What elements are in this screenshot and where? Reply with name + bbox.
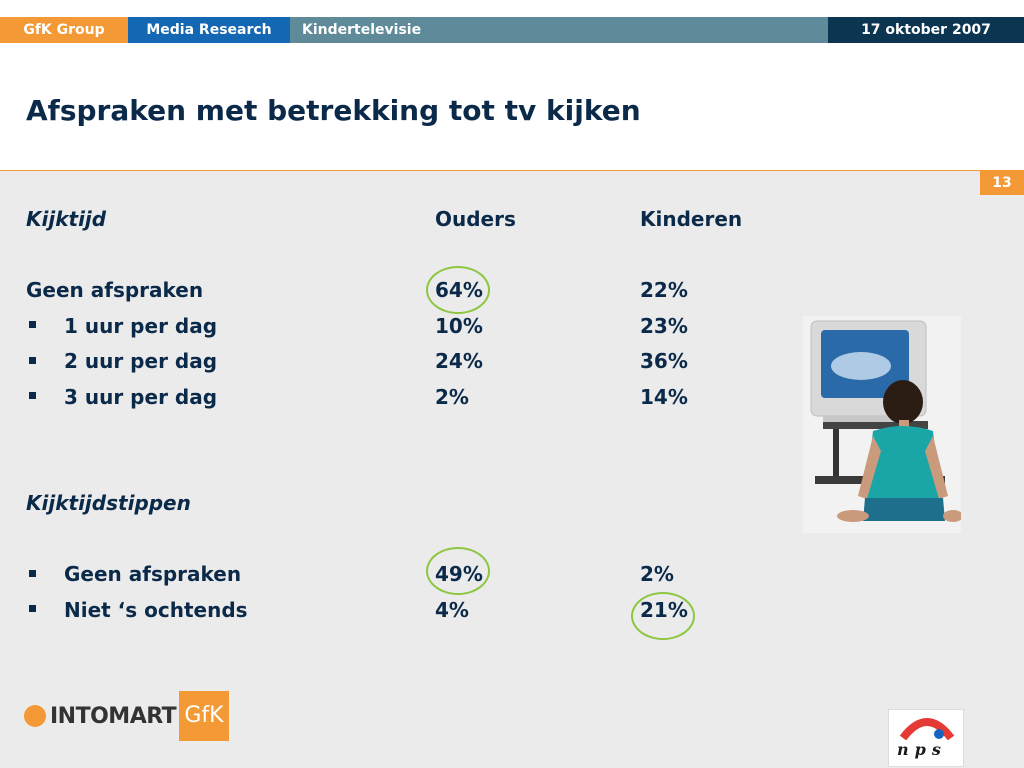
kinderen-value: 23% bbox=[640, 314, 688, 338]
bullet-icon bbox=[29, 392, 36, 399]
title-area: Afspraken met betrekking tot tv kijken bbox=[0, 43, 1024, 170]
topic-label: Kindertelevisie bbox=[290, 17, 828, 43]
bullet-icon bbox=[29, 570, 36, 577]
highlight-circle bbox=[426, 547, 490, 595]
column-header-kinderen: Kinderen bbox=[640, 207, 743, 231]
row-label: 3 uur per dag bbox=[64, 385, 218, 409]
column-header-ouders: Ouders bbox=[435, 207, 516, 231]
top-bar: GfK Group Media Research Kindertelevisie… bbox=[0, 17, 1024, 43]
brand-label: GfK Group bbox=[0, 17, 128, 43]
orange-divider bbox=[0, 170, 1024, 171]
bullet-icon bbox=[29, 357, 36, 364]
highlight-circle bbox=[631, 592, 695, 640]
intomart-wordmark: INTOMART bbox=[50, 704, 177, 729]
ouders-value: 4% bbox=[435, 598, 469, 622]
highlight-circle bbox=[426, 266, 490, 314]
bullet-icon bbox=[29, 321, 36, 328]
bullet-icon bbox=[29, 605, 36, 612]
nps-wordmark: nps bbox=[897, 740, 947, 759]
row-label: 1 uur per dag bbox=[64, 314, 218, 338]
ouders-value: 24% bbox=[435, 349, 483, 373]
row-label: Geen afspraken bbox=[64, 562, 242, 586]
kinderen-value: 14% bbox=[640, 385, 688, 409]
section-heading-kijktijd: Kijktijd bbox=[26, 207, 107, 231]
row-label: Niet ‘s ochtends bbox=[64, 598, 248, 622]
kinderen-value: 2% bbox=[640, 562, 674, 586]
ouders-value: 10% bbox=[435, 314, 483, 338]
row-label: 2 uur per dag bbox=[64, 349, 218, 373]
child-watching-tv-photo bbox=[803, 316, 961, 533]
section-heading-kijktijdstippen: Kijktijdstippen bbox=[26, 491, 191, 515]
gfk-logo-box: GfK bbox=[179, 691, 229, 741]
nps-logo: nps bbox=[888, 709, 964, 767]
nps-arc-icon bbox=[899, 718, 955, 740]
intomart-arrow-icon bbox=[24, 705, 46, 727]
page-title: Afspraken met betrekking tot tv kijken bbox=[26, 94, 641, 127]
kinderen-value: 36% bbox=[640, 349, 688, 373]
ouders-value: 2% bbox=[435, 385, 469, 409]
date-label: 17 oktober 2007 bbox=[828, 17, 1024, 43]
section-label: Media Research bbox=[128, 17, 290, 43]
kinderen-value: 22% bbox=[640, 278, 688, 302]
intomart-gfk-logo: INTOMART GfK bbox=[24, 691, 234, 741]
page-number: 13 bbox=[980, 171, 1024, 195]
slide-content: 13 Kijktijd Ouders Kinderen Geen afsprak… bbox=[0, 171, 1024, 768]
row-label: Geen afspraken bbox=[26, 278, 204, 302]
